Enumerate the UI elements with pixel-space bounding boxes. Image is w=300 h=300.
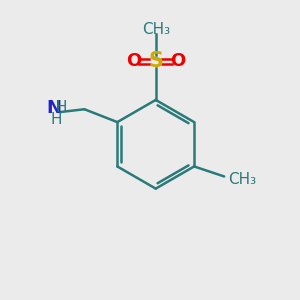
- Text: N: N: [47, 99, 62, 117]
- Text: CH₃: CH₃: [229, 172, 256, 187]
- Text: S: S: [148, 51, 163, 71]
- Text: O: O: [170, 52, 186, 70]
- Text: H: H: [50, 112, 61, 127]
- Text: H: H: [56, 100, 67, 115]
- Text: O: O: [126, 52, 141, 70]
- Text: CH₃: CH₃: [142, 22, 170, 37]
